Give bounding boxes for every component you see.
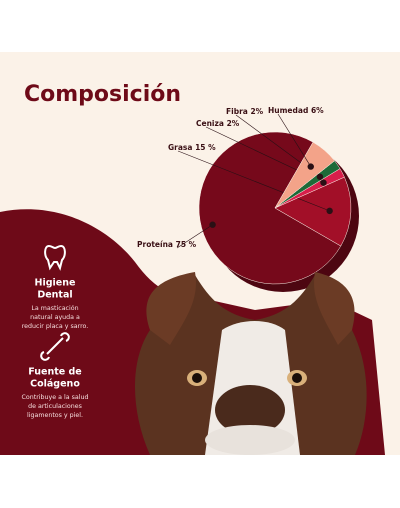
slice-label: Ceniza 2%: [196, 119, 240, 128]
dog: [135, 272, 367, 455]
leader-line: [277, 113, 312, 167]
feature-text: reducir placa y sarro.: [22, 323, 89, 330]
dog-nose: [215, 385, 285, 435]
slice-label: Humedad 6%: [268, 106, 324, 115]
leader-dot: [316, 173, 324, 180]
leader-dot: [307, 163, 314, 170]
dog-ear: [314, 272, 355, 345]
feature-text: de articulaciones: [28, 403, 82, 410]
leader-line: [176, 224, 213, 249]
tooth-icon: [44, 244, 66, 271]
category-label: Humedad: [268, 106, 308, 115]
value-label: 15 %: [195, 143, 216, 152]
value-label: 6%: [311, 106, 324, 115]
category-label: Proteína: [137, 240, 173, 249]
dog-ear: [146, 272, 196, 345]
pie-slice: [274, 176, 352, 247]
pie-slice: [274, 141, 335, 209]
feature-title: Higiene: [35, 278, 76, 289]
feature-text: Contribuye a la salud: [22, 394, 89, 401]
slice-label: Fibra 2%: [226, 107, 264, 116]
leader-line: [177, 150, 330, 212]
slice-label: Grasa 15 %: [168, 143, 216, 152]
dog-pupil: [192, 373, 202, 383]
value-label: 75 %: [176, 240, 197, 249]
slice-label: Proteína 75 %: [137, 240, 197, 249]
value-label: 2%: [227, 119, 240, 128]
category-label: Ceniza: [196, 119, 224, 128]
leader-dot: [209, 221, 216, 228]
value-label: 2%: [250, 107, 263, 116]
dog-muzzle: [205, 425, 295, 455]
leader-dot: [320, 179, 327, 186]
category-label: Fibra: [226, 107, 248, 116]
leader-dot: [326, 207, 333, 215]
category-label: Grasa: [168, 143, 192, 152]
bone-icon: [40, 332, 70, 361]
feature-title: Dental: [37, 290, 72, 301]
feature-title: Fuente de: [28, 367, 82, 378]
feature-text: natural ayuda a: [30, 314, 80, 321]
dog-pupil: [292, 373, 302, 383]
chart-title: Composición: [24, 82, 181, 107]
feature-text: La masticación: [31, 304, 78, 312]
feature-text: ligamentos y piel.: [27, 412, 83, 419]
pie-slice: [198, 131, 342, 285]
feature-title: Colágeno: [30, 379, 80, 390]
